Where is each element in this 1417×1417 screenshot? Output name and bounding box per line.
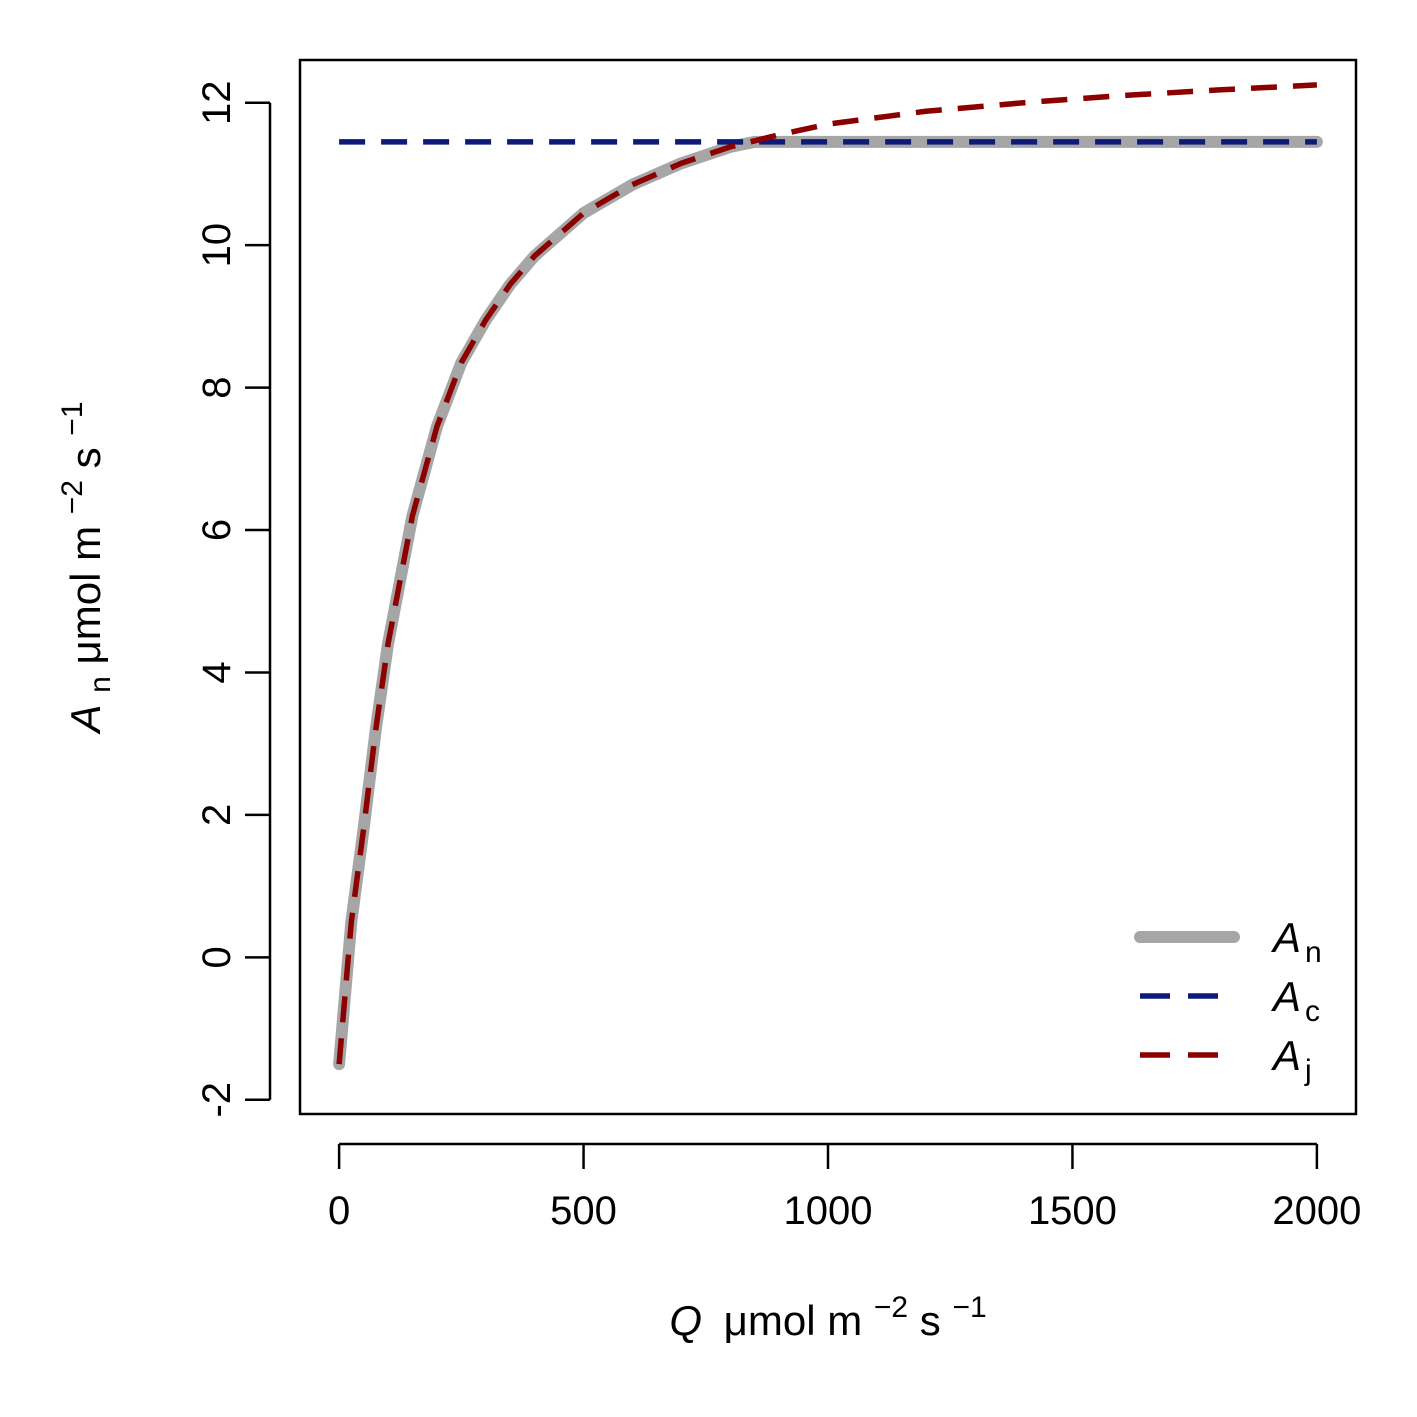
x-tick-label: 1000 xyxy=(784,1189,873,1233)
x-tick-label: 1500 xyxy=(1028,1189,1117,1233)
x-axis-title: Q μmol m −2 s −1 xyxy=(669,1279,986,1344)
series-line-a-j xyxy=(336,82,1318,1065)
x-tick-label: 0 xyxy=(328,1189,350,1233)
y-tick-label: 6 xyxy=(195,519,239,541)
y-tick-label: 12 xyxy=(195,80,239,125)
y-axis-title: A n μmol m −2 s −1 xyxy=(44,401,119,735)
legend-symbol: A xyxy=(1270,1032,1301,1079)
x-axis-exp2: −1 xyxy=(952,1291,986,1324)
legend-subscript: n xyxy=(1305,936,1322,969)
y-axis-subscript: n xyxy=(84,676,117,693)
y-tick-label: 0 xyxy=(195,946,239,968)
y-tick-label: 4 xyxy=(195,661,239,683)
y-tick-label: 2 xyxy=(195,804,239,826)
y-axis-symbol: A xyxy=(62,705,109,736)
x-tick-label: 2000 xyxy=(1272,1189,1361,1233)
x-axis-symbol: Q xyxy=(669,1297,702,1344)
series-layer xyxy=(333,82,1323,1071)
y-tick-label: 8 xyxy=(195,376,239,398)
y-axis-exp1: −2 xyxy=(56,480,89,514)
y-axis: -2 0 2 4 6 8 10 12 xyxy=(195,80,272,1118)
x-axis-unit-mid: s xyxy=(920,1297,941,1344)
legend-symbol: A xyxy=(1270,914,1301,961)
y-axis-unit-mid: s xyxy=(62,447,109,468)
x-axis: 0 500 1000 1500 2000 xyxy=(328,1142,1361,1233)
y-tick-label: -2 xyxy=(195,1082,239,1118)
legend-subscript: c xyxy=(1305,995,1320,1028)
x-axis-exp1: −2 xyxy=(874,1291,908,1324)
plot-frame xyxy=(298,58,1358,1116)
x-tick-label: 500 xyxy=(550,1189,617,1233)
y-tick-label: 10 xyxy=(195,223,239,268)
legend-subscript: j xyxy=(1304,1054,1312,1087)
y-axis-exp2: −1 xyxy=(56,401,89,435)
y-axis-unit-prefix: μmol m xyxy=(62,526,109,665)
legend-symbol: A xyxy=(1270,973,1301,1020)
x-axis-unit-prefix: μmol m xyxy=(724,1297,863,1344)
